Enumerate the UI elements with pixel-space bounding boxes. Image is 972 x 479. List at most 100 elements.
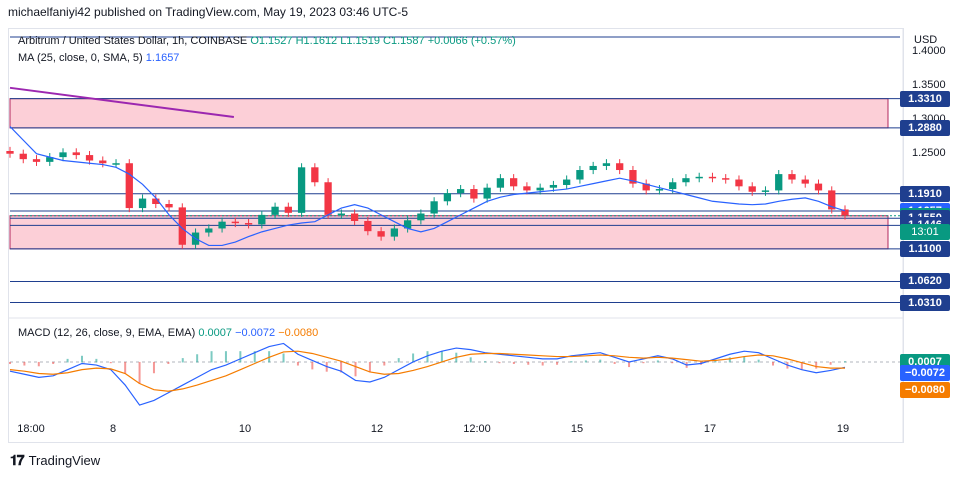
price-tag-2: 1.1910 — [900, 185, 950, 202]
macd-hist-bar-30 — [440, 351, 443, 363]
signal-line — [9, 350, 845, 392]
currency-label: USD — [914, 34, 938, 46]
trend-line — [9, 86, 235, 119]
macd-hist-bar-19 — [282, 353, 285, 363]
candle-body-35 — [470, 189, 478, 199]
macd-hist-bar-43 — [628, 361, 631, 368]
candle-body-34 — [456, 189, 465, 194]
macd-hist-bar-25 — [368, 361, 371, 373]
candle-body-62 — [828, 190, 836, 210]
macd-hist-bar-13 — [196, 354, 199, 363]
macd-hist-bar-27 — [397, 358, 400, 363]
candle-body-29 — [390, 228, 399, 237]
time-tick-0: 18:00 — [17, 423, 45, 435]
candle-body-32 — [430, 201, 438, 214]
macd-hist-bar-35 — [512, 361, 515, 364]
price-tick-3: 1.2500 — [912, 146, 946, 159]
macd-hist-bar-37 — [541, 361, 544, 366]
candle-body-48 — [642, 183, 650, 191]
macd-hist-bar-42 — [613, 361, 616, 364]
macd-hist-bar-41 — [599, 359, 602, 363]
macd-hist-bar-9 — [138, 361, 141, 385]
candle-body-51 — [682, 178, 690, 183]
price-tick-0: 1.4000 — [912, 44, 946, 57]
macd-hist-bar-57 — [829, 361, 832, 365]
candle-body-46 — [616, 163, 624, 171]
macd-hist-bar-26 — [383, 361, 386, 366]
candle-body-49 — [655, 189, 664, 191]
candle-body-11 — [152, 198, 160, 204]
ma-legend: MA (25, close, 0, SMA, 5) 1.1657 — [18, 52, 179, 64]
candle-body-20 — [271, 206, 279, 215]
macd-hist-bar-21 — [311, 361, 314, 370]
macd-hist-bar-10 — [152, 361, 155, 374]
macd-hist-bar-14 — [210, 351, 213, 363]
ma-line — [9, 126, 846, 247]
candle-body-1 — [19, 153, 27, 160]
price-tick-1: 1.3500 — [912, 78, 946, 91]
candle-body-58 — [775, 174, 783, 191]
macd-hist-bar-8 — [124, 361, 127, 374]
ohlc-values: O1.1527 H1.1612 L1.1519 C1.1587 +0.0066 … — [250, 35, 516, 47]
candle-body-60 — [801, 179, 809, 184]
candle-body-43 — [576, 170, 584, 180]
macd-hist-bar-50 — [728, 357, 731, 363]
macd-hist-bar-46 — [671, 361, 674, 364]
time-tick-3: 12 — [370, 423, 384, 435]
time-tick-2: 10 — [238, 423, 252, 435]
macd-hist-bar-36 — [527, 361, 530, 365]
time-tick-5: 15 — [570, 423, 584, 435]
tradingview-logo-icon: 𝟏𝟕 — [10, 452, 25, 468]
candle-body-53 — [708, 176, 717, 179]
candle-body-41 — [549, 184, 558, 188]
candle-body-7 — [99, 160, 107, 164]
ma-label: MA (25, close, 0, SMA, 5) — [18, 52, 143, 64]
symbol-title: Arbitrum / United States Dollar, 1h, COI… — [18, 35, 248, 47]
macd-hist-bar-23 — [340, 361, 343, 373]
candle-body-22 — [297, 167, 306, 213]
candle-body-59 — [788, 174, 796, 180]
candle-body-23 — [311, 167, 319, 183]
candle-body-57 — [761, 190, 770, 192]
macd-hist-bar-28 — [412, 353, 415, 363]
macd-hist-bar-39 — [570, 361, 573, 363]
macd-hist-value: 0.0007 — [198, 327, 232, 339]
macd-tag-1: −0.0072 — [900, 365, 950, 382]
macd-label: MACD (12, 26, close, 9, EMA, EMA) — [18, 327, 196, 339]
macd-legend: MACD (12, 26, close, 9, EMA, EMA) 0.0007… — [18, 327, 318, 339]
candle-body-36 — [483, 187, 491, 199]
candle-body-38 — [510, 178, 518, 187]
candle-body-27 — [364, 220, 372, 232]
time-tick-4: 12:00 — [463, 423, 491, 435]
candle-body-37 — [496, 178, 505, 188]
candle-body-15 — [205, 228, 213, 233]
macd-tag-2: −0.0080 — [900, 382, 950, 399]
candle-body-26 — [350, 213, 359, 221]
macd-hist-bar-51 — [743, 356, 746, 363]
time-tick-1: 8 — [109, 423, 117, 435]
macd-hist-bar-40 — [584, 360, 587, 363]
macd-hist-bar-16 — [239, 351, 242, 363]
candle-body-8 — [112, 163, 120, 165]
time-tick-6: 17 — [703, 423, 717, 435]
price-tag-7: 1.1100 — [900, 240, 950, 257]
price-tag-0: 1.3310 — [900, 90, 950, 107]
macd-hist-bar-7 — [109, 361, 112, 364]
macd-hist-bar-45 — [656, 360, 659, 363]
candle-body-30 — [403, 220, 412, 229]
macd-hist-bar-20 — [296, 361, 299, 366]
macd-hist-bar-53 — [772, 361, 775, 366]
candle-body-2 — [32, 159, 41, 162]
candle-body-19 — [258, 214, 266, 225]
macd-hist-bar-15 — [224, 351, 227, 363]
candle-body-6 — [85, 155, 94, 161]
candle-body-44 — [589, 165, 597, 171]
candle-body-61 — [814, 183, 823, 191]
candle-body-42 — [563, 179, 571, 185]
candle-body-63 — [841, 209, 849, 216]
candle-body-10 — [138, 198, 147, 209]
candle-body-55 — [735, 179, 743, 187]
candle-body-5 — [72, 152, 80, 156]
macd-hist-bar-1 — [23, 361, 26, 366]
